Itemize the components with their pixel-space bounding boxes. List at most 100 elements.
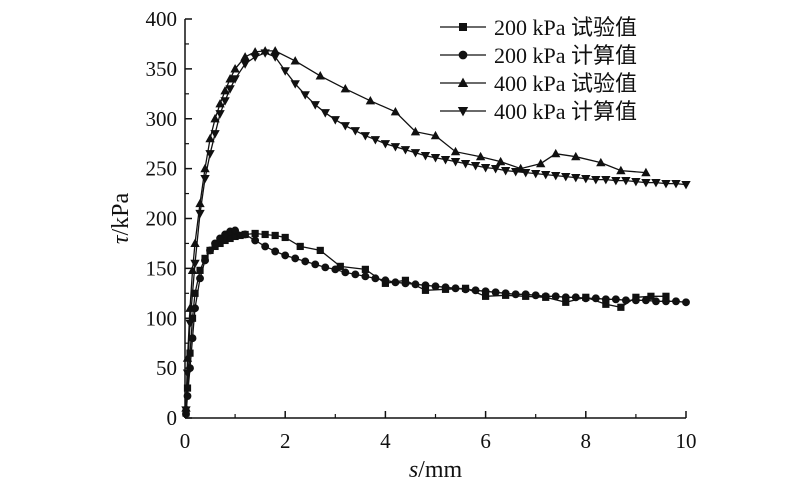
data-point xyxy=(451,284,460,293)
legend-item: 200 kPa 试验值 xyxy=(440,15,637,40)
y-tick-label: 150 xyxy=(146,256,178,280)
data-point xyxy=(340,122,350,131)
data-point xyxy=(510,168,521,177)
data-point xyxy=(371,274,380,283)
data-point xyxy=(511,290,520,299)
data-point xyxy=(270,53,280,62)
data-point xyxy=(290,56,300,65)
data-point xyxy=(321,263,330,272)
legend-marker xyxy=(457,77,469,87)
data-point xyxy=(647,292,655,300)
data-point xyxy=(230,64,240,73)
data-point xyxy=(210,130,220,139)
data-point xyxy=(231,226,240,235)
x-tick-label: 10 xyxy=(676,429,697,453)
data-point xyxy=(250,53,260,62)
data-point xyxy=(341,268,350,277)
data-point xyxy=(617,303,625,311)
y-tick-label: 50 xyxy=(156,356,177,380)
data-point xyxy=(205,150,215,159)
data-point xyxy=(281,233,289,242)
y-axis-title: τ/kPa xyxy=(108,193,134,245)
data-point xyxy=(330,116,340,125)
data-point xyxy=(195,209,205,219)
data-point xyxy=(621,176,631,186)
data-point xyxy=(196,274,204,283)
data-point xyxy=(370,136,381,145)
data-point xyxy=(215,98,225,108)
plot-area xyxy=(181,46,691,418)
data-point xyxy=(225,85,235,94)
data-point xyxy=(480,164,491,173)
legend-label: 200 kPa 计算值 xyxy=(494,43,637,68)
data-point xyxy=(652,297,660,306)
y-axis-title-unit: /kPa xyxy=(108,193,134,236)
legend-marker xyxy=(457,107,469,117)
data-point xyxy=(591,294,600,303)
data-point xyxy=(400,146,411,155)
data-point xyxy=(641,167,651,177)
data-point xyxy=(365,95,376,105)
data-point xyxy=(381,276,390,285)
data-point xyxy=(490,165,501,174)
data-point xyxy=(561,173,571,182)
data-point xyxy=(430,130,441,140)
data-point xyxy=(315,71,325,80)
x-axis-title-unit: /mm xyxy=(418,457,462,483)
data-point xyxy=(188,334,197,343)
data-point xyxy=(186,349,194,357)
legend: 200 kPa 试验值 200 kPa 计算值 400 kPa 试验值 400 kPa… xyxy=(440,15,637,124)
data-point xyxy=(261,230,269,239)
data-point xyxy=(661,179,671,189)
x-tick-label: 0 xyxy=(180,429,191,453)
data-point xyxy=(206,246,214,255)
data-point xyxy=(280,67,290,76)
data-point xyxy=(391,278,400,287)
data-point xyxy=(240,52,250,61)
legend-marker xyxy=(458,22,467,31)
series-2 xyxy=(182,226,690,418)
data-point xyxy=(340,84,350,93)
data-point xyxy=(361,272,370,281)
data-point xyxy=(500,167,511,176)
data-point xyxy=(611,295,620,304)
data-point xyxy=(431,282,440,291)
legend-item: 200 kPa 计算值 xyxy=(440,43,637,68)
data-point xyxy=(450,146,461,156)
data-point xyxy=(571,174,581,183)
data-point xyxy=(301,257,310,266)
data-point xyxy=(310,101,320,110)
data-point xyxy=(581,294,590,303)
data-point xyxy=(551,148,561,158)
data-point xyxy=(281,251,290,260)
data-point xyxy=(291,254,300,263)
data-point xyxy=(521,169,531,178)
data-point xyxy=(190,259,200,269)
data-point xyxy=(216,234,224,243)
series-line xyxy=(185,232,666,414)
legend-label: 400 kPa 试验值 xyxy=(494,71,637,96)
y-tick-label: 100 xyxy=(146,306,178,330)
data-point xyxy=(225,74,235,83)
data-point xyxy=(300,91,310,100)
data-point xyxy=(541,292,550,301)
y-tick-label: 250 xyxy=(146,157,178,181)
data-point xyxy=(185,319,195,329)
data-point xyxy=(411,280,420,289)
data-point xyxy=(601,175,611,185)
data-point xyxy=(536,158,546,168)
data-point xyxy=(440,156,451,165)
series-line xyxy=(185,229,687,415)
data-point xyxy=(672,297,680,306)
data-point xyxy=(441,283,450,292)
data-point xyxy=(380,140,391,149)
data-point xyxy=(195,198,205,208)
data-point xyxy=(461,285,470,294)
data-point xyxy=(220,97,230,106)
data-point xyxy=(390,143,401,152)
data-point xyxy=(682,298,690,307)
data-point xyxy=(561,293,570,302)
data-point xyxy=(475,151,486,161)
data-point xyxy=(596,157,606,167)
legend-item: 400 kPa 计算值 xyxy=(440,99,637,124)
